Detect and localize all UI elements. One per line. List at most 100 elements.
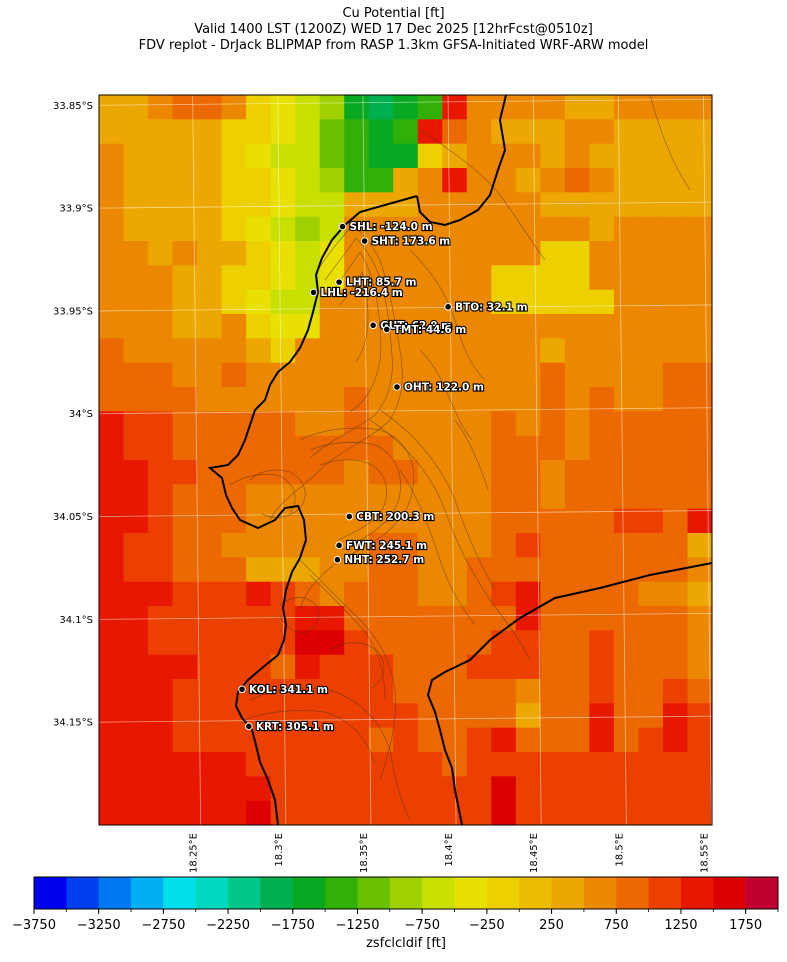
heatmap-cell <box>148 654 174 680</box>
heatmap-cell <box>123 703 149 729</box>
heatmap-cell <box>344 192 370 218</box>
heatmap-cell <box>344 557 370 583</box>
heatmap-cell <box>638 314 664 339</box>
heatmap-cell <box>515 241 541 266</box>
heatmap-cell <box>564 533 590 558</box>
heatmap-cell <box>540 654 566 680</box>
heatmap-cell <box>540 776 566 802</box>
heatmap-cell <box>197 508 223 534</box>
heatmap-cell <box>99 314 125 339</box>
heatmap-cell <box>613 679 640 704</box>
heatmap-cell <box>393 484 419 510</box>
heatmap-cell <box>491 557 517 583</box>
heatmap-cell <box>638 460 664 485</box>
heatmap-cell <box>319 557 345 583</box>
heatmap-cell <box>491 289 517 315</box>
heatmap-cell <box>589 362 615 388</box>
heatmap-cell <box>442 338 468 364</box>
heatmap-cell <box>344 727 370 753</box>
heatmap-cell <box>270 752 296 777</box>
heatmap-cell <box>638 265 664 291</box>
heatmap-cell <box>172 581 198 607</box>
heatmap-cell <box>148 314 174 339</box>
heatmap-cell <box>515 727 541 753</box>
heatmap-cell <box>221 533 247 558</box>
heatmap-cell <box>197 630 223 656</box>
heatmap-cell <box>442 119 468 145</box>
heatmap-cell <box>295 216 321 242</box>
heatmap-cell <box>417 143 443 169</box>
heatmap-cell <box>319 411 345 437</box>
heatmap-cell <box>491 411 517 437</box>
colorbar-swatch <box>648 877 682 909</box>
heatmap-cell <box>589 265 615 291</box>
heatmap-cell <box>662 119 689 145</box>
heatmap-cell <box>172 776 198 802</box>
heatmap-cell <box>662 484 689 510</box>
heatmap-cell <box>368 800 394 825</box>
heatmap-cell <box>197 289 223 315</box>
heatmap-cell <box>270 727 296 753</box>
heatmap-cell <box>687 265 712 291</box>
heatmap-cell <box>613 143 640 169</box>
heatmap-cell <box>638 362 664 388</box>
heatmap-cell <box>197 119 223 145</box>
heatmap-cell <box>687 460 712 485</box>
heatmap-cell <box>148 727 174 753</box>
heatmap-cell <box>319 679 345 704</box>
station-label: FWT: 245.1 m <box>346 540 427 552</box>
heatmap-cell <box>515 362 541 388</box>
heatmap-cell <box>123 508 149 534</box>
heatmap-cell <box>148 460 174 485</box>
heatmap-cell <box>442 265 468 291</box>
heatmap-cell <box>344 776 370 802</box>
heatmap-cell <box>99 752 125 777</box>
colorbar-swatch <box>486 877 520 909</box>
heatmap-cell <box>491 362 517 388</box>
heatmap-cell <box>613 95 640 120</box>
heatmap-cell <box>197 679 223 704</box>
heatmap-cell <box>246 119 272 145</box>
heatmap-cell <box>172 143 198 169</box>
heatmap-cell <box>295 752 321 777</box>
heatmap-cell <box>442 435 468 461</box>
heatmap-cell <box>197 557 223 583</box>
heatmap-cell <box>246 192 272 218</box>
heatmap-cell <box>589 338 615 364</box>
heatmap-cell <box>564 265 590 291</box>
heatmap-cell <box>417 265 443 291</box>
heatmap-cell <box>540 484 566 510</box>
heatmap-cell <box>638 192 664 218</box>
heatmap-cell <box>662 752 689 777</box>
heatmap-cell <box>540 387 566 412</box>
heatmap-cell <box>638 533 664 558</box>
latitude-tick-label: 34.05°S <box>53 512 93 523</box>
heatmap-cell <box>99 387 125 412</box>
parallel-line <box>99 612 712 620</box>
heatmap-cell <box>148 411 174 437</box>
heatmap-cell <box>221 241 247 266</box>
heatmap-cell <box>319 630 345 656</box>
heatmap-cell <box>197 581 223 607</box>
heatmap-cell <box>417 606 443 631</box>
heatmap-cell <box>123 95 149 120</box>
heatmap-cell <box>246 557 272 583</box>
heatmap-cell <box>466 435 492 461</box>
heatmap-cell <box>270 411 296 437</box>
heatmap-cell <box>613 727 640 753</box>
heatmap-cell <box>442 289 468 315</box>
heatmap-cell <box>197 411 223 437</box>
heatmap-cell <box>662 606 689 631</box>
heatmap-cell <box>466 387 492 412</box>
heatmap-cell <box>99 606 125 631</box>
heatmap-cell <box>393 216 419 242</box>
longitude-tick-label: 18.35°E <box>359 833 370 873</box>
heatmap-cell <box>221 654 247 680</box>
colorbar-swatch <box>745 877 779 909</box>
heatmap-cell <box>221 168 247 193</box>
heatmap-cell <box>540 630 566 656</box>
heatmap-cell <box>540 435 566 461</box>
heatmap-cell <box>319 192 345 218</box>
heatmap-cell <box>540 508 566 534</box>
heatmap-cell <box>148 679 174 704</box>
